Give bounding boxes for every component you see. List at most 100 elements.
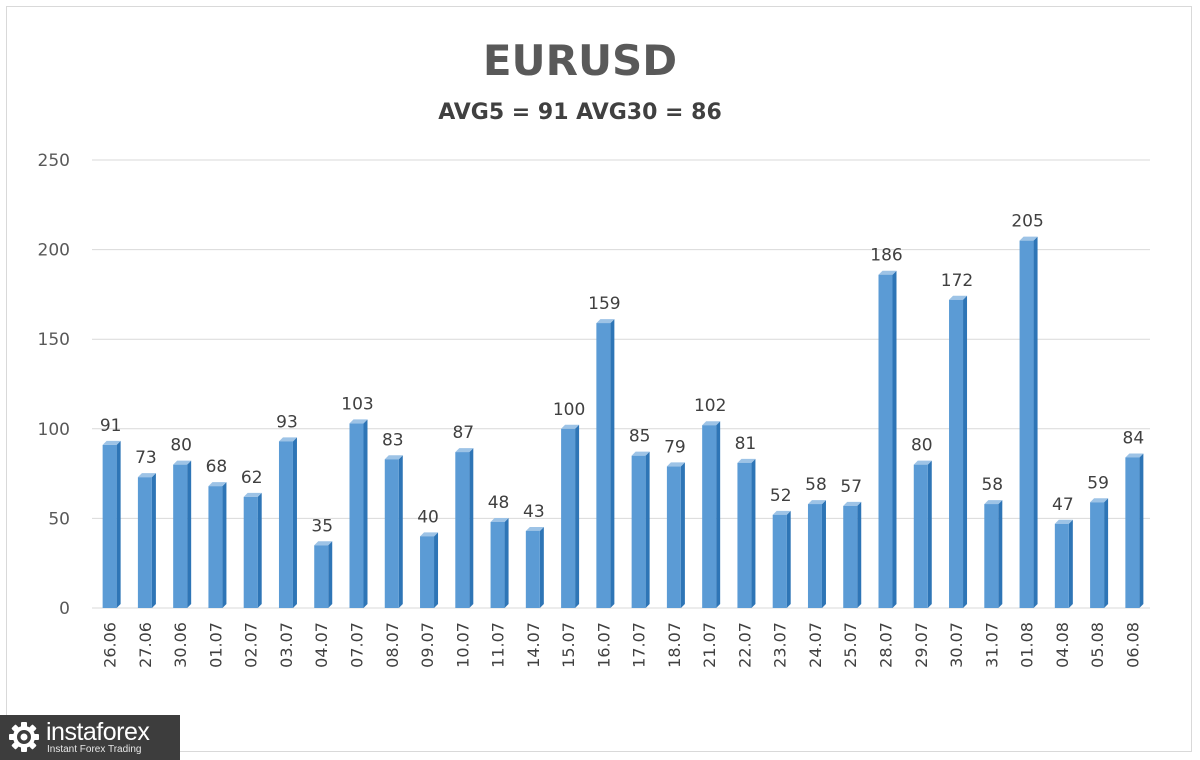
value-label: 43 xyxy=(523,502,545,522)
bar-top xyxy=(243,492,262,497)
x-tick-label: 24.07 xyxy=(806,622,825,668)
bar-top xyxy=(420,532,439,537)
bar-top xyxy=(843,501,862,506)
y-axis-ticks: 0 50 100 150 200 250 xyxy=(38,151,70,619)
value-label: 81 xyxy=(735,434,757,454)
bar-side xyxy=(187,460,192,608)
bar-top xyxy=(455,448,474,453)
bar-front xyxy=(173,464,188,608)
bar xyxy=(772,510,791,608)
bar-side xyxy=(434,532,439,608)
x-tick-label: 15.07 xyxy=(559,622,578,668)
value-label: 93 xyxy=(276,412,298,432)
bar-side xyxy=(751,458,756,608)
y-tick-label: 50 xyxy=(48,509,70,529)
bar xyxy=(420,532,439,608)
value-labels: 91 73 80 68 62 93 35 103 83 40 87 48 43 100 159 85 79 102… xyxy=(100,212,1144,537)
bar-side xyxy=(575,424,580,608)
x-tick-label: 21.07 xyxy=(700,622,719,668)
bar xyxy=(1054,519,1073,608)
bar-front xyxy=(137,477,152,608)
bar xyxy=(1019,236,1038,608)
bar-front xyxy=(631,455,646,608)
bar xyxy=(843,501,862,608)
bar-front xyxy=(666,466,681,608)
y-tick-label: 150 xyxy=(38,330,70,350)
value-label: 172 xyxy=(941,271,973,291)
bar-front xyxy=(384,459,399,608)
bar-side xyxy=(1033,236,1038,608)
x-tick-label: 11.07 xyxy=(489,622,508,668)
x-tick-label: 01.07 xyxy=(206,622,225,668)
instaforex-logo-icon xyxy=(9,722,39,752)
bar-side xyxy=(857,501,862,608)
value-label: 103 xyxy=(341,394,373,414)
x-tick-label: 04.07 xyxy=(312,622,331,668)
value-label: 57 xyxy=(840,477,862,497)
bar-side xyxy=(257,492,262,608)
logo-name: instaforex xyxy=(46,718,150,746)
bar xyxy=(878,270,897,608)
x-tick-label: 01.08 xyxy=(1018,622,1037,668)
x-tick-label: 22.07 xyxy=(735,622,754,668)
bar-front xyxy=(737,462,752,608)
bar xyxy=(384,455,403,608)
bar-front xyxy=(1090,502,1105,608)
bar xyxy=(1125,453,1144,608)
value-label: 159 xyxy=(588,294,620,314)
bar-side xyxy=(821,500,826,608)
bar-front xyxy=(561,428,576,608)
x-tick-label: 28.07 xyxy=(877,622,896,668)
value-label: 79 xyxy=(664,437,686,457)
bar-side xyxy=(1068,519,1073,608)
bar-side xyxy=(398,455,403,608)
y-tick-label: 250 xyxy=(38,151,70,171)
bar-top xyxy=(490,517,509,522)
bar-side xyxy=(716,421,721,608)
bar-top xyxy=(772,510,791,515)
x-tick-label: 30.06 xyxy=(171,622,190,668)
value-label: 85 xyxy=(629,427,651,447)
x-tick-label: 14.07 xyxy=(524,622,543,668)
bar-top xyxy=(631,451,650,456)
x-tick-label: 23.07 xyxy=(771,622,790,668)
bar-top xyxy=(349,419,368,424)
value-label: 58 xyxy=(805,475,827,495)
value-label: 58 xyxy=(981,475,1003,495)
value-label: 40 xyxy=(417,507,439,527)
value-label: 91 xyxy=(100,416,122,436)
x-tick-label: 17.07 xyxy=(630,622,649,668)
bar xyxy=(984,500,1003,608)
bar xyxy=(631,451,650,608)
bar-front xyxy=(1125,457,1140,608)
value-label: 59 xyxy=(1087,473,1109,493)
bar-top xyxy=(1054,519,1073,524)
x-tick-label: 30.07 xyxy=(947,622,966,668)
bar-side xyxy=(1139,453,1144,608)
y-tick-label: 100 xyxy=(38,420,70,440)
bar-side xyxy=(1104,498,1109,608)
bar-side xyxy=(151,473,156,608)
x-tick-label: 04.08 xyxy=(1053,622,1072,668)
bar-front xyxy=(984,504,999,608)
y-tick-label: 0 xyxy=(59,599,70,619)
bar-side xyxy=(680,462,685,608)
bar-top xyxy=(173,460,192,465)
bar-front xyxy=(949,299,964,608)
bar-front xyxy=(420,536,435,608)
bar-side xyxy=(927,460,932,608)
value-label: 47 xyxy=(1052,495,1074,515)
bar-side xyxy=(328,541,333,608)
bar-top xyxy=(878,270,897,275)
value-label: 100 xyxy=(553,400,585,420)
bar-side xyxy=(363,419,368,608)
chart-frame xyxy=(6,6,1192,752)
x-tick-label: 10.07 xyxy=(453,622,472,668)
value-label: 48 xyxy=(488,493,510,513)
bar-front xyxy=(243,496,258,608)
x-tick-label: 25.07 xyxy=(841,622,860,668)
bar xyxy=(278,437,297,608)
value-label: 62 xyxy=(241,468,263,488)
bar-front xyxy=(1054,523,1069,608)
value-label: 186 xyxy=(870,246,902,266)
